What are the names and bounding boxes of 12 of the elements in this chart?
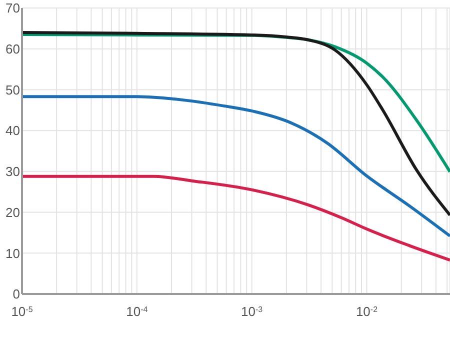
x-tick-label: 10$^{-3}$ bbox=[241, 304, 264, 319]
y-tick-label: 0 bbox=[12, 286, 20, 302]
x-tick-label: 10$^{-2}$ bbox=[356, 304, 378, 319]
x-tick-label: 10$^{-4}$ bbox=[126, 304, 148, 319]
y-tick-label: 50 bbox=[6, 82, 20, 98]
y-tick-label: 60 bbox=[6, 41, 20, 56]
x-tick-label: 10$^{-5}$ bbox=[11, 304, 34, 319]
y-tick-label: 10 bbox=[6, 246, 20, 261]
y-tick-label: 30 bbox=[6, 164, 20, 180]
y-tick-label: 40 bbox=[6, 123, 20, 138]
y-tick-label: 20 bbox=[6, 204, 20, 220]
y-tick-label: 70 bbox=[6, 0, 20, 16]
